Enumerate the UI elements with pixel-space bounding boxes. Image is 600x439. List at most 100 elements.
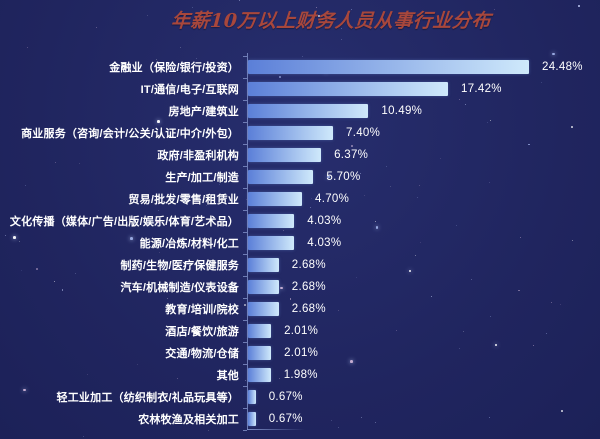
bar-track: 0.67% — [248, 408, 303, 430]
bar-row: 农林牧渔及相关加工 0.67% — [0, 408, 600, 430]
star-dot — [456, 224, 458, 226]
star-dot — [390, 186, 392, 188]
bar — [248, 214, 295, 228]
star-dot — [546, 332, 548, 334]
bar-row: 文化传播（媒体/广告/出版/娱乐/体育/艺术品） 4.03% — [0, 210, 600, 232]
star-dot — [489, 316, 491, 318]
star-dot — [166, 298, 168, 300]
bar-row: IT/通信/电子/互联网 17.42% — [0, 78, 600, 100]
star-dot — [318, 14, 320, 17]
bar-row: 教育/培训/院校 2.68% — [0, 298, 600, 320]
star-dot — [528, 143, 530, 146]
category-label: 酒店/餐饮/旅游 — [165, 326, 239, 338]
bar — [248, 390, 256, 404]
value-label: 5.70% — [326, 171, 361, 183]
bar — [248, 258, 279, 272]
value-label: 4.03% — [307, 237, 342, 249]
bar — [248, 412, 256, 426]
star-dot — [517, 289, 520, 292]
star-dot — [4, 235, 6, 237]
axis-tick — [243, 276, 247, 277]
bar-row: 其他 1.98% — [0, 364, 600, 386]
star-dot — [53, 280, 55, 282]
value-label: 6.37% — [334, 149, 369, 161]
star-dot — [550, 302, 552, 304]
axis-tick — [243, 78, 247, 79]
axis-tick — [243, 408, 247, 409]
category-label: IT/通信/电子/互联网 — [140, 84, 239, 96]
chart-title: 年薪10万以上财务人员从事行业分布 — [170, 10, 492, 32]
bar — [248, 126, 333, 140]
star-dot — [360, 416, 362, 418]
star-dot — [284, 353, 286, 355]
bar — [248, 82, 448, 96]
bar-track: 2.01% — [248, 342, 318, 364]
bar-track: 0.67% — [248, 386, 303, 408]
star-dot — [279, 76, 281, 78]
category-label: 金融业（保险/银行/投资） — [109, 62, 239, 74]
bar-track: 2.68% — [248, 298, 326, 320]
axis-tick — [243, 100, 247, 101]
star-dot — [417, 196, 419, 198]
category-label: 其他 — [216, 370, 239, 382]
star-dot — [494, 343, 498, 347]
x-axis-baseline — [247, 429, 305, 430]
star-dot — [86, 373, 88, 375]
star-dot — [327, 175, 330, 179]
star-dot — [156, 220, 159, 223]
bar — [248, 170, 314, 184]
category-label: 文化传播（媒体/广告/出版/娱乐/体育/艺术品） — [9, 216, 239, 228]
star-dot — [25, 185, 27, 187]
value-label: 4.70% — [315, 193, 350, 205]
star-dot — [79, 163, 81, 165]
star-dot — [419, 242, 421, 244]
value-label: 2.01% — [284, 325, 319, 337]
star-dot — [311, 198, 313, 200]
star-dot — [355, 277, 357, 279]
axis-tick — [243, 56, 247, 57]
star-dot — [533, 344, 535, 346]
star-dot — [208, 430, 210, 432]
bar-track: 24.48% — [248, 56, 583, 78]
star-dot — [227, 290, 229, 292]
star-dot — [331, 420, 333, 422]
star-dot — [350, 360, 353, 363]
bar-track: 6.37% — [248, 144, 368, 166]
star-dot — [338, 427, 340, 429]
axis-tick — [243, 122, 247, 123]
star-dot — [490, 119, 492, 121]
axis-tick — [243, 430, 247, 431]
star-dot — [310, 206, 312, 208]
star-dot — [289, 298, 292, 301]
value-label: 2.68% — [291, 303, 326, 315]
bar-track: 5.70% — [248, 166, 361, 188]
category-label: 汽车/机械制造/仪表设备 — [120, 282, 239, 294]
star-dot — [375, 421, 377, 423]
star-dot — [238, 0, 240, 2]
star-dot — [197, 287, 199, 289]
star-dot — [180, 46, 182, 48]
star-dot — [351, 144, 353, 147]
star-dot — [419, 185, 421, 187]
star-dot — [312, 245, 314, 247]
star-dot — [440, 157, 442, 159]
category-label: 教育/培训/院校 — [165, 304, 239, 316]
star-dot — [75, 272, 77, 274]
bar-row: 贸易/批发/零售/租赁业 4.70% — [0, 188, 600, 210]
star-dot — [26, 47, 28, 49]
star-dot — [571, 239, 573, 241]
star-dot — [243, 304, 246, 307]
bar — [248, 368, 271, 382]
star-dot — [489, 182, 491, 184]
star-dot — [487, 122, 489, 124]
star-dot — [191, 391, 193, 393]
bar — [248, 192, 302, 206]
star-dot — [130, 237, 133, 240]
chart-rows: 金融业（保险/银行/投资） 24.48% IT/通信/电子/互联网 17.42% 房地产… — [0, 56, 600, 430]
star-dot — [197, 399, 199, 401]
star-dot — [219, 184, 221, 186]
star-dot — [493, 9, 495, 11]
bar-track: 1.98% — [248, 364, 318, 386]
star-dot — [205, 205, 207, 207]
